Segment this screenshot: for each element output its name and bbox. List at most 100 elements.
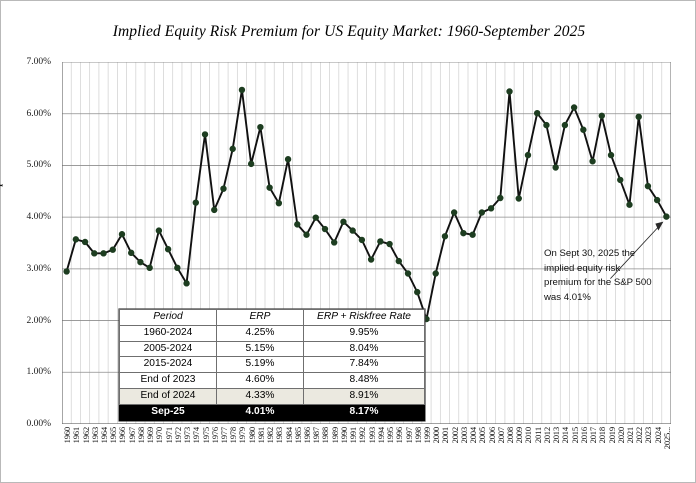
data-point-marker (589, 158, 596, 165)
data-point-marker (497, 194, 504, 202)
data-point-marker (404, 270, 412, 277)
data-point-marker (257, 123, 264, 131)
data-point-marker (183, 280, 190, 287)
erp-table-head: Period ERP ERP + Riskfree Rate (119, 309, 425, 326)
erp-cell-period: Sep-25 (119, 403, 217, 421)
data-point-marker (174, 264, 181, 272)
erp-cell-erp: 5.19% (216, 356, 304, 374)
erp-table-header-period: Period (119, 309, 217, 326)
x-tick-label: 1983 (274, 427, 285, 444)
data-point-marker (534, 109, 541, 117)
y-tick-label: 7.00% (26, 57, 51, 67)
data-point-marker (570, 104, 578, 111)
data-point-marker (229, 145, 236, 153)
erp-cell-total: 9.95% (303, 324, 425, 342)
data-point-marker (441, 233, 449, 240)
data-point-marker (146, 264, 153, 272)
x-tick-label: 1979 (237, 427, 248, 444)
erp-cell-period: End of 2024 (119, 388, 217, 405)
x-tick-label: 1974 (191, 427, 202, 444)
data-point-marker (598, 112, 605, 119)
x-tick-label: 1988 (320, 427, 331, 444)
data-point-marker (118, 231, 126, 238)
data-point-marker (626, 201, 633, 208)
erp-cell-period: 1960-2024 (119, 324, 217, 342)
data-point-marker (432, 270, 439, 277)
data-point-marker (100, 250, 107, 257)
data-point-marker (164, 246, 172, 253)
x-tick-label: 1992 (357, 427, 368, 444)
data-point-marker (386, 240, 393, 248)
data-point-marker (543, 121, 550, 129)
erp-table-row: End of 2024 4.33% 8.91% (119, 388, 425, 405)
data-point-marker (487, 205, 495, 212)
data-point-marker (312, 214, 319, 221)
data-point-marker (211, 206, 218, 214)
x-tick-label: 1961 (71, 427, 82, 444)
x-tick-label: 2001 (440, 427, 451, 444)
data-point-marker (72, 236, 80, 243)
data-point-marker (192, 199, 199, 206)
data-point-marker (331, 239, 338, 246)
y-tick-label: 1.00% (26, 367, 51, 378)
data-point-marker (663, 213, 670, 220)
data-point-marker (460, 229, 467, 237)
data-point-marker (635, 113, 642, 121)
erp-cell-total: 8.91% (303, 388, 425, 405)
erp-cell-period: 2005-2024 (119, 340, 217, 358)
y-tick-label: 2.00% (26, 315, 51, 326)
erp-table-row: 2015-2024 5.19% 7.84% (119, 356, 425, 374)
x-tick-label: 2005 (477, 427, 488, 444)
erp-cell-erp: 4.25% (216, 324, 304, 342)
x-tick-label: 2025... (661, 427, 672, 450)
x-tick-label: 1966 (117, 427, 128, 444)
data-point-marker (395, 257, 402, 265)
erp-table-header-row: Period ERP ERP + Riskfree Rate (119, 309, 425, 326)
data-point-marker (128, 249, 135, 257)
annotation-line: On Sept 30, 2025 the (544, 248, 636, 259)
x-tick-label: 2018 (597, 427, 608, 444)
erp-table-body: 1960-2024 4.25% 9.95% 2005-2024 5.15% 8.04% 20… (119, 324, 425, 421)
erp-cell-total: 7.84% (303, 356, 425, 374)
x-tick-label: 1996 (394, 427, 405, 444)
data-point-marker (524, 151, 532, 159)
erp-table-row: 1960-2024 4.25% 9.95% (119, 324, 425, 342)
annotation-leader-line (610, 222, 663, 279)
y-tick-label: 5.00% (26, 160, 51, 171)
data-point-marker (377, 238, 384, 245)
data-point-marker (266, 184, 273, 191)
erp-table-row: 2005-2024 5.15% 8.04% (119, 340, 425, 358)
data-point-marker (220, 185, 227, 192)
erp-cell-erp: 5.15% (216, 340, 304, 358)
annotation-line: premium for the S&P 500 (544, 277, 652, 289)
data-point-marker (109, 246, 116, 253)
data-point-marker (91, 250, 98, 257)
data-point-marker (414, 288, 421, 296)
erp-table-row: End of 2023 4.60% 8.48% (119, 372, 425, 390)
data-point-marker (81, 238, 89, 246)
annotation-line: was 4.01% (544, 291, 591, 303)
y-tick-label: 0.00% (26, 419, 51, 429)
erp-cell-total: 8.48% (303, 372, 425, 390)
y-tick-label: 6.00% (26, 108, 51, 119)
data-point-marker (63, 268, 70, 275)
annotation-line: implied equity risk (544, 262, 621, 274)
data-point-marker (201, 131, 209, 138)
data-point-marker (275, 199, 283, 207)
data-point-marker (155, 227, 163, 234)
x-tick-label: 2014 (560, 427, 571, 444)
data-point-marker (552, 164, 559, 171)
annotation-arrowhead (655, 221, 664, 231)
data-point-marker (515, 195, 522, 202)
erp-cell-total: 8.04% (303, 340, 425, 358)
data-point-marker (653, 196, 661, 204)
data-point-marker (284, 156, 292, 163)
data-point-marker (450, 209, 458, 216)
data-point-marker (580, 126, 587, 133)
annotation-callout: On Sept 30, 2025 the implied equity risk p… (544, 247, 686, 305)
erp-summary-table: Period ERP ERP + Riskfree Rate 1960-2024… (119, 309, 425, 421)
erp-cell-erp: 4.01% (216, 403, 304, 421)
erp-table-header-total: ERP + Riskfree Rate (303, 309, 425, 326)
data-point-marker (247, 160, 255, 168)
